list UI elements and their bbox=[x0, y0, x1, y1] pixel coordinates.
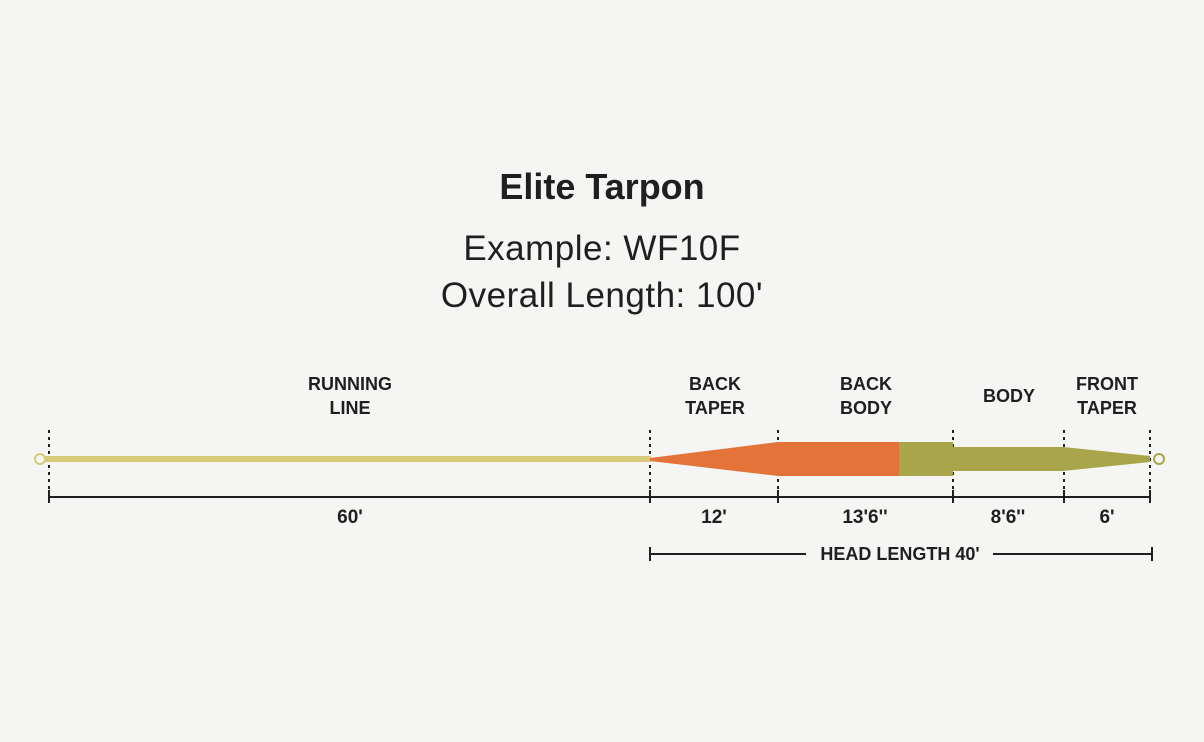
running-line-length: 60' bbox=[337, 507, 363, 528]
front-taper-shape bbox=[1063, 447, 1150, 471]
dimension-line bbox=[48, 490, 1151, 503]
back-taper-shape bbox=[650, 442, 778, 476]
running-line-label: RUNNING LINE bbox=[308, 374, 392, 418]
back-body-shape bbox=[777, 442, 900, 476]
front-taper-length: 6' bbox=[1099, 507, 1115, 528]
overall-length: Overall Length: 100' bbox=[440, 276, 764, 315]
back-taper-length: 12' bbox=[701, 507, 727, 528]
running-line-shape bbox=[45, 456, 651, 462]
head-length-label: HEAD LENGTH 40' bbox=[810, 542, 990, 566]
rear-loop bbox=[34, 453, 46, 465]
line-example: Example: WF10F bbox=[463, 229, 741, 268]
back-body-label: BACK BODY bbox=[839, 374, 892, 418]
front-taper-label: FRONT TAPER bbox=[1076, 374, 1138, 418]
back-taper-label: BACK TAPER bbox=[685, 374, 745, 418]
front-loop bbox=[1153, 453, 1165, 465]
diagram-title: Elite Tarpon bbox=[499, 166, 705, 207]
body-label: BODY bbox=[982, 386, 1035, 406]
back-body-length: 13'6'' bbox=[842, 507, 888, 528]
body-length: 8'6'' bbox=[990, 507, 1026, 528]
body-shape bbox=[899, 442, 1064, 476]
head-length-bracket bbox=[649, 547, 1153, 561]
